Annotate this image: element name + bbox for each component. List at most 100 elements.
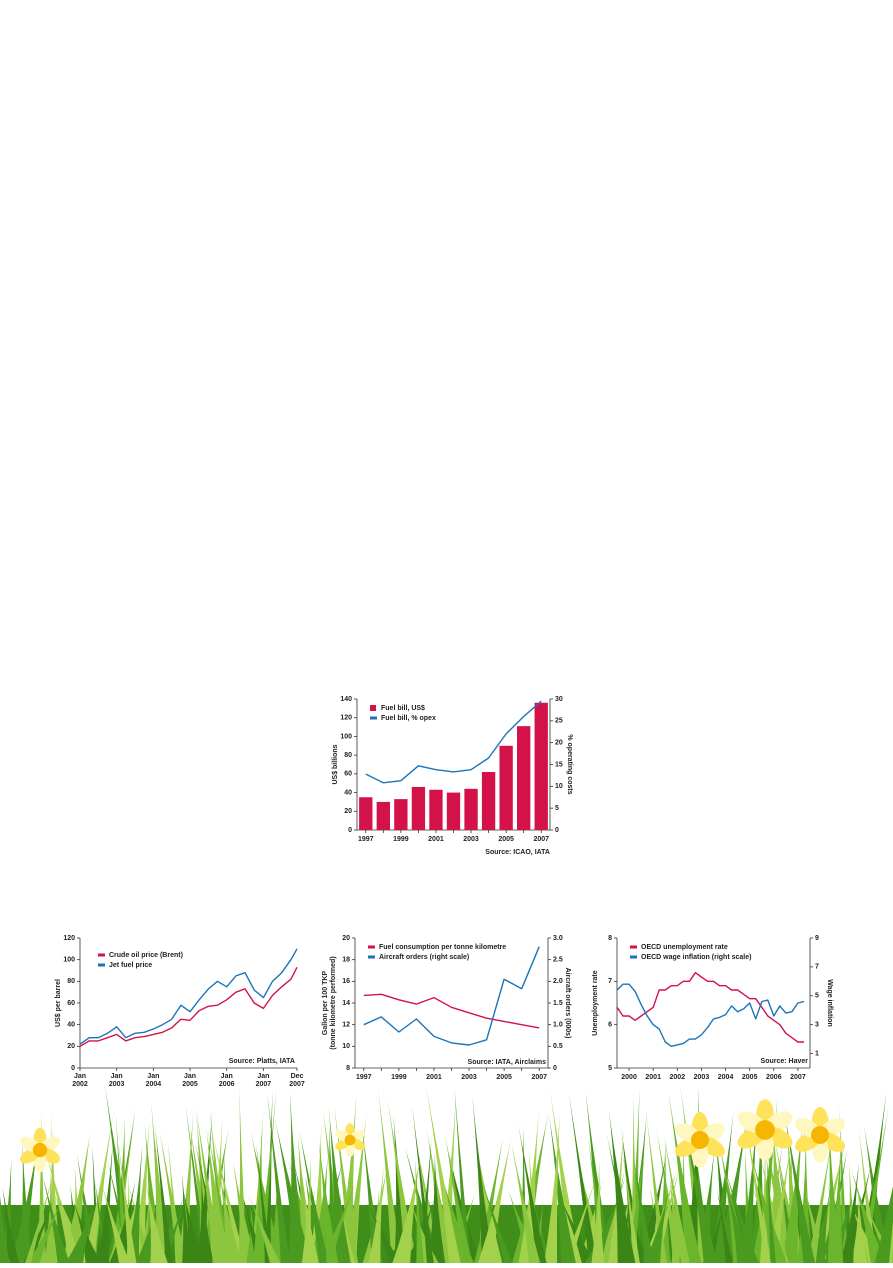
y2-tick-label: 0 bbox=[555, 827, 559, 834]
y-tick-label: 5 bbox=[608, 1065, 612, 1072]
y-axis-label: US$ billions bbox=[332, 744, 339, 784]
legend-swatch bbox=[630, 955, 637, 959]
x-tick-label: Jan bbox=[221, 1073, 233, 1080]
grass-blade bbox=[668, 1092, 702, 1263]
x-tick-label: 2007 bbox=[533, 836, 549, 843]
y2-tick-label: 1 bbox=[815, 1050, 819, 1057]
y-tick-label: 18 bbox=[342, 957, 350, 964]
grass-blade bbox=[44, 1172, 57, 1263]
x-tick-label: Jan bbox=[147, 1073, 159, 1080]
grass-blade bbox=[0, 1196, 10, 1263]
legend-label: Aircraft orders (right scale) bbox=[379, 954, 469, 961]
line bbox=[363, 946, 540, 1046]
x-tick-label: 1997 bbox=[356, 1074, 372, 1081]
legend-label: OECD unemployment rate bbox=[641, 944, 728, 951]
grass-blade bbox=[851, 1190, 868, 1263]
grass-blade bbox=[288, 1091, 306, 1263]
grass-blade bbox=[713, 1114, 748, 1263]
y2-tick-label: 5 bbox=[815, 993, 819, 1000]
line bbox=[79, 966, 298, 1047]
x-tick-label: 2003 bbox=[694, 1074, 710, 1081]
grass-blade bbox=[378, 1088, 403, 1263]
x-tick-label: 2001 bbox=[428, 836, 444, 843]
grass-blade bbox=[827, 1141, 844, 1263]
y2-tick-label: 2.5 bbox=[553, 957, 563, 964]
line bbox=[616, 983, 805, 1047]
x-tick-label: 1999 bbox=[391, 1074, 407, 1081]
x-tick-label: Jan bbox=[111, 1073, 123, 1080]
grass-blade bbox=[415, 1159, 424, 1263]
grass-blade bbox=[145, 1180, 168, 1263]
x-tick-label: 2005 bbox=[496, 1074, 512, 1081]
grass-blade bbox=[851, 1171, 887, 1263]
y-tick-label: 20 bbox=[344, 808, 352, 815]
bar bbox=[411, 786, 426, 830]
y-axis-label: (tonne kilometre performed) bbox=[330, 956, 337, 1049]
grass-blade bbox=[19, 1143, 33, 1263]
x-tick-label: 2004 bbox=[146, 1081, 162, 1088]
trumpet bbox=[811, 1126, 829, 1144]
x-tick-label: 2006 bbox=[219, 1081, 235, 1088]
x-tick-label: 2005 bbox=[742, 1074, 758, 1081]
chart: 5 6 7 8 1 3 5 7 9 2000 2001 2002 2003 2004 2005 2006 200… bbox=[592, 935, 833, 1081]
grass-blade bbox=[144, 1122, 165, 1263]
y-axis-label: Unemployment rate bbox=[592, 970, 599, 1035]
grass-blade bbox=[839, 1106, 849, 1263]
legend-swatch bbox=[370, 705, 376, 711]
grass-blade bbox=[548, 1113, 576, 1263]
y2-tick-label: 7 bbox=[815, 964, 819, 971]
y2-tick-label: 0 bbox=[553, 1065, 557, 1072]
y2-tick-label: 3.0 bbox=[553, 935, 563, 942]
grass-blade bbox=[61, 1130, 91, 1263]
y-tick-label: 60 bbox=[67, 1000, 75, 1007]
x-tick-label: 2007 bbox=[790, 1074, 806, 1081]
x-tick-label: Dec bbox=[291, 1073, 304, 1080]
grass-blade bbox=[427, 1153, 446, 1263]
legend-label: OECD wage inflation (right scale) bbox=[641, 954, 751, 961]
y2-tick-label: 3 bbox=[815, 1022, 819, 1029]
grass-blade bbox=[118, 1143, 137, 1263]
y-tick-label: 140 bbox=[340, 696, 352, 703]
y-tick-label: 20 bbox=[67, 1043, 75, 1050]
y-tick-label: 120 bbox=[340, 715, 352, 722]
grass-blade bbox=[810, 1188, 831, 1263]
y2-tick-label: 10 bbox=[555, 783, 563, 790]
grass-blade bbox=[725, 1181, 753, 1263]
x-tick-label: 2005 bbox=[498, 836, 514, 843]
trumpet bbox=[344, 1134, 356, 1146]
y2-tick-label: 20 bbox=[555, 740, 563, 747]
line bbox=[363, 993, 540, 1029]
grass-blade bbox=[136, 1186, 163, 1263]
x-tick-label: 2007 bbox=[289, 1081, 305, 1088]
legend-swatch bbox=[98, 953, 105, 957]
grass-blade bbox=[827, 1111, 841, 1263]
grass-blade bbox=[126, 1145, 143, 1263]
y-tick-label: 7 bbox=[608, 978, 612, 985]
trumpet bbox=[755, 1120, 775, 1140]
grass-blade bbox=[441, 1176, 474, 1263]
grass-blade bbox=[472, 1096, 494, 1263]
daffodil bbox=[335, 1123, 365, 1157]
grass-blade bbox=[840, 1163, 859, 1263]
y-axis-label: Gallon per 100 TKP bbox=[322, 971, 329, 1036]
grass-blade bbox=[739, 1113, 758, 1263]
bar bbox=[376, 801, 390, 830]
grass-blade bbox=[717, 1189, 733, 1263]
grass-blade bbox=[182, 1173, 192, 1263]
y-tick-label: 16 bbox=[342, 978, 350, 985]
y-tick-label: 20 bbox=[342, 935, 350, 942]
x-tick-label: 2000 bbox=[621, 1074, 637, 1081]
grass-blade bbox=[310, 1154, 328, 1263]
legend-swatch bbox=[368, 955, 375, 959]
grass-blade bbox=[336, 1094, 357, 1263]
source-note: Source: Haver bbox=[761, 1058, 809, 1065]
x-tick-label: 2006 bbox=[766, 1074, 782, 1081]
grass-blade bbox=[669, 1177, 687, 1263]
y2-tick-label: 15 bbox=[555, 761, 563, 768]
grass-blade bbox=[318, 1139, 339, 1263]
grass-blade bbox=[544, 1113, 560, 1263]
legend-swatch bbox=[370, 716, 377, 720]
source-note: Source: IATA, Airclaims bbox=[468, 1059, 547, 1066]
